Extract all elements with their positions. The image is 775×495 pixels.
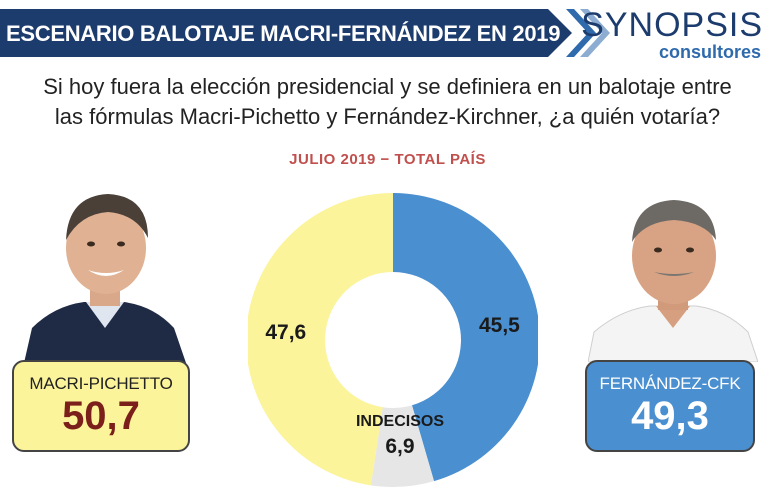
donut-value-label-2: 47,6 [265, 321, 306, 344]
chart-title: ESCENARIO BALOTAJE MACRI-FERNÁNDEZ EN 20… [6, 21, 561, 46]
portrait-fernandez [588, 182, 758, 362]
survey-question: Si hoy fuera la elección presidencial y … [0, 72, 775, 132]
candidate-box-fernandez: FERNÁNDEZ-CFK 49,3 [585, 360, 755, 452]
donut-value-label-1: 6,9 [385, 435, 414, 458]
title-banner: ESCENARIO BALOTAJE MACRI-FERNÁNDEZ EN 20… [0, 9, 572, 57]
donut-slice-0 [393, 193, 538, 482]
question-line-2: las fórmulas Macri-Pichetto y Fernández-… [54, 104, 721, 129]
logo-subtitle: consultores [658, 42, 761, 62]
donut-value-label-0: 45,5 [479, 314, 520, 337]
portrait-macri [24, 178, 186, 363]
donut-category-label: INDECISOS [356, 413, 444, 430]
candidate-value-macri: 50,7 [62, 394, 140, 438]
donut-slice-1 [370, 405, 435, 487]
candidate-name-macri: MACRI-PICHETTO [29, 374, 173, 393]
donut-chart: 45,5 6,9 INDECISOS 47,6 [248, 193, 538, 487]
question-line-1: Si hoy fuera la elección presidencial y … [43, 74, 732, 99]
chart-subtitle: JULIO 2019 − TOTAL PAÍS [289, 151, 486, 168]
candidate-value-fernandez: 49,3 [631, 394, 709, 438]
donut-slice-2 [248, 193, 393, 486]
logo-synopsis: SYNOPSIS [581, 6, 763, 44]
candidate-name-fernandez: FERNÁNDEZ-CFK [599, 374, 741, 393]
candidate-box-macri: MACRI-PICHETTO 50,7 [12, 360, 190, 452]
